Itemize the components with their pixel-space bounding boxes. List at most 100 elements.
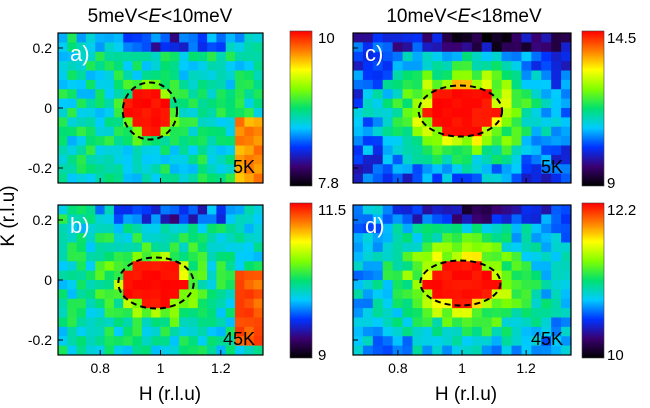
- heatmap-cell: [225, 154, 236, 165]
- heatmap-cell: [132, 270, 143, 281]
- heatmap-cell: [244, 98, 255, 109]
- heatmap-cell: [197, 108, 208, 118]
- heatmap-cell: [132, 317, 143, 328]
- heatmap-cell: [151, 251, 162, 262]
- heatmap-cell: [197, 136, 208, 147]
- heatmap-cell: [160, 345, 171, 355]
- heatmap-cell: [67, 223, 78, 234]
- heatmap-cell: [531, 298, 542, 309]
- heatmap-cell: [253, 61, 263, 72]
- heatmap-cell: [452, 308, 463, 319]
- heatmap-cell: [58, 126, 68, 137]
- heatmap-cell: [113, 126, 124, 137]
- heatmap-cell: [412, 51, 423, 62]
- temperature-label: 5K: [541, 157, 563, 177]
- colorbar-min-label: 9: [318, 347, 326, 364]
- heatmap-cell: [491, 251, 503, 262]
- heatmap-cell: [179, 223, 190, 234]
- heatmap-cell: [521, 251, 532, 262]
- heatmap-cell: [95, 326, 106, 337]
- heatmap-cell: [422, 326, 433, 337]
- heatmap-cell: [462, 70, 473, 81]
- heatmap-cell: [481, 61, 493, 72]
- heatmap-cell: [188, 117, 199, 128]
- heatmap-cell: [141, 214, 152, 225]
- heatmap-cell: [58, 108, 68, 118]
- heatmap-cell: [104, 233, 115, 244]
- x-axis-label-right: H (r.l.u): [435, 384, 497, 405]
- heatmap-cell: [452, 336, 463, 347]
- heatmap-cell: [58, 98, 68, 109]
- heatmap-cell: [132, 298, 143, 309]
- heatmap-cell: [253, 345, 263, 355]
- heatmap-cell: [561, 205, 571, 215]
- heatmap-cell: [85, 136, 96, 147]
- heatmap-cell: [491, 136, 503, 147]
- heatmap-cell: [551, 326, 562, 337]
- heatmap-cell: [76, 126, 87, 137]
- heatmap-cell: [207, 154, 218, 165]
- heatmap-cells: [353, 33, 571, 183]
- heatmap-cell: [169, 326, 180, 337]
- heatmap-cell: [67, 126, 78, 137]
- heatmap-cell: [132, 42, 143, 53]
- heatmap-cell: [452, 233, 463, 244]
- heatmap-cell: [76, 117, 87, 128]
- heatmap-cell: [151, 154, 162, 165]
- heatmap-cell: [132, 154, 143, 165]
- heatmap-cell: [471, 98, 483, 109]
- heatmap-cell: [551, 42, 562, 53]
- heatmap-cell: [132, 98, 143, 109]
- heatmap-cell: [491, 308, 503, 319]
- heatmap-cell: [353, 126, 364, 137]
- heatmap-cell: [225, 70, 236, 81]
- heatmap-cell: [382, 308, 394, 319]
- heatmap-cell: [207, 145, 218, 156]
- heatmap-cell: [392, 308, 404, 319]
- heatmap-cell: [141, 308, 152, 319]
- heatmap-cell: [225, 164, 236, 175]
- heatmap-cell: [207, 336, 218, 347]
- heatmap-cell: [179, 280, 190, 290]
- heatmap-cell: [501, 280, 513, 290]
- heatmap-cell: [353, 108, 364, 118]
- heatmap-cell: [104, 70, 115, 81]
- heatmap-cell: [462, 214, 473, 225]
- heatmap-cell: [132, 61, 143, 72]
- heatmap-cell: [511, 70, 523, 81]
- heatmap-cell: [521, 89, 532, 100]
- heatmap-cell: [123, 164, 134, 175]
- x-tick-label: 1.2: [211, 360, 231, 376]
- heatmap-cell: [432, 117, 443, 128]
- heatmap-cell: [67, 270, 78, 281]
- heatmap-cell: [235, 214, 245, 225]
- heatmap-cell: [197, 145, 208, 156]
- heatmap-cell: [132, 70, 143, 81]
- panel-label: d): [365, 213, 385, 238]
- heatmap-cell: [197, 89, 208, 100]
- heatmap-cell: [531, 326, 542, 337]
- heatmap-cell: [160, 98, 171, 109]
- heatmap-cell: [481, 136, 493, 147]
- heatmap-cell: [216, 345, 227, 355]
- heatmap-cell: [113, 154, 124, 165]
- heatmap-cell: [412, 89, 423, 100]
- heatmap-cell: [179, 261, 190, 272]
- heatmap-cell: [412, 270, 423, 281]
- heatmap-cell: [353, 89, 364, 100]
- heatmap-cell: [132, 145, 143, 156]
- heatmap-cell: [353, 136, 364, 147]
- heatmap-cell: [501, 261, 513, 272]
- heatmap-cell: [113, 345, 124, 355]
- heatmap-cell: [160, 280, 171, 290]
- heatmap-cell: [462, 308, 473, 319]
- heatmap-cell: [382, 336, 394, 347]
- heatmap-cell: [58, 136, 68, 147]
- y-tick-label: 0: [44, 272, 52, 288]
- heatmap-cell: [253, 164, 263, 175]
- heatmap-cell: [179, 70, 190, 81]
- heatmap-cell: [85, 251, 96, 262]
- heatmap-cell: [531, 126, 542, 137]
- heatmap-cell: [521, 145, 532, 156]
- heatmap-cell: [225, 173, 236, 183]
